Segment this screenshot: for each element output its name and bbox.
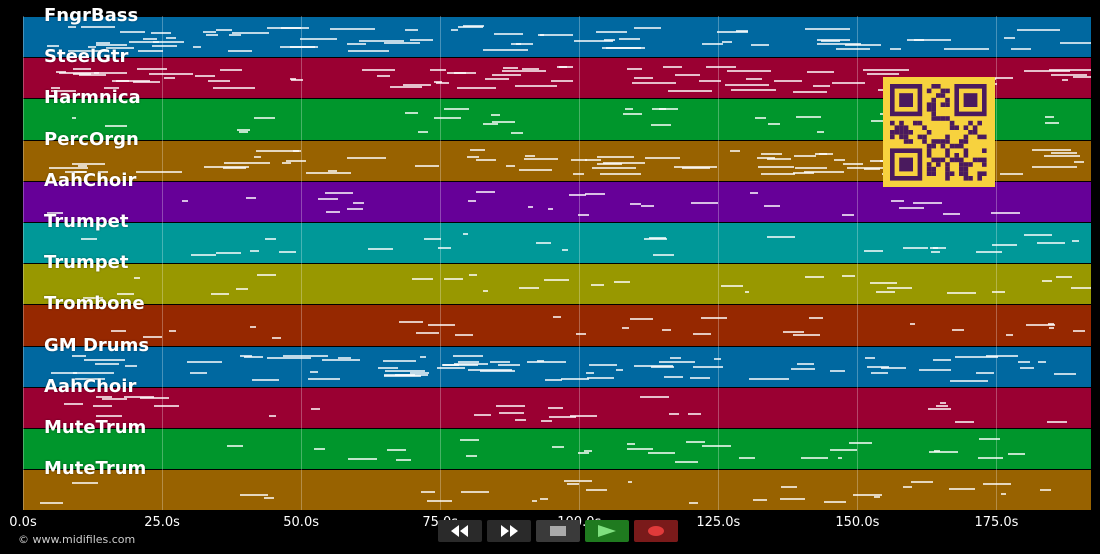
playback-controls [438,520,678,542]
fast-forward-icon [501,525,518,537]
track-lane [23,16,1091,58]
note-pattern [23,388,1091,428]
track-label: Trumpet [44,211,129,232]
note-pattern [23,429,1091,469]
gridline [579,16,581,510]
track-lane [23,345,1091,387]
track-label: SteelGtr [44,46,129,68]
track-lane [23,222,1091,264]
record-button[interactable] [634,520,678,542]
gridline [718,16,720,510]
gridline [301,16,303,510]
note-pattern [23,17,1091,57]
play-icon [598,525,616,537]
track-label: Harmnica [44,87,141,109]
gridline [440,16,442,510]
note-pattern [23,470,1091,510]
time-tick-label: 150.0s [835,515,880,530]
track-label: Trombone [44,293,145,315]
track-lane [23,263,1091,305]
track-label: MuteTrum [44,417,147,438]
credit-text: © www.midifiles.com [18,533,136,546]
gridline [23,16,24,510]
track-lane [23,428,1091,470]
track-label: PercOrgn [44,128,139,150]
rewind-icon [451,525,468,537]
stop-button[interactable] [536,520,580,542]
track-label: FngrBass [44,5,139,26]
note-pattern [23,182,1091,222]
note-pattern [23,305,1091,345]
track-lane [23,386,1091,428]
time-tick-label: 50.0s [283,515,319,530]
track-lane [23,304,1091,346]
gridline [996,16,998,510]
qr-code-icon[interactable] [883,77,995,187]
time-tick-label: 175.0s [974,515,1019,530]
note-pattern [23,264,1091,304]
track-lane [23,469,1091,511]
track-label: AahChoir [44,169,137,191]
track-label: MuteTrum [44,458,147,480]
rewind-button[interactable] [438,520,482,542]
track-label: Trumpet [44,252,129,274]
track-label: AahChoir [44,375,137,397]
note-pattern [23,347,1091,387]
fast-forward-button[interactable] [487,520,531,542]
gridline [857,16,859,510]
time-tick-label: 125.0s [696,515,741,530]
time-tick-label: 25.0s [144,515,180,530]
record-icon [648,526,664,536]
track-label: GM Drums [44,334,150,356]
time-tick-label: 0.0s [9,515,37,530]
stop-icon [550,526,566,536]
note-pattern [23,223,1091,263]
gridline [162,16,164,510]
play-button[interactable] [585,520,629,542]
